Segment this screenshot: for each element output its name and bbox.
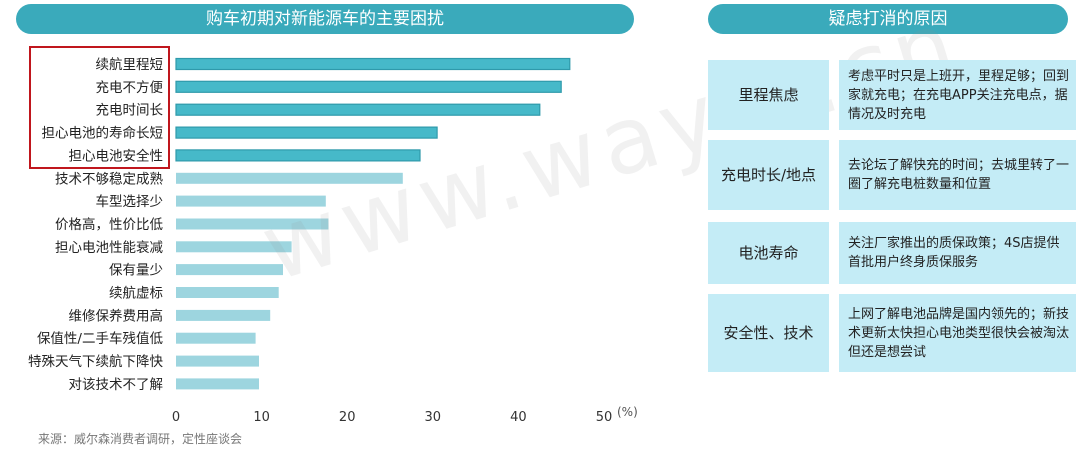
x-tick-label: 30 xyxy=(425,410,442,425)
bar xyxy=(176,218,329,230)
category-label: 车型选择少 xyxy=(96,193,164,210)
bar xyxy=(175,126,438,139)
reason-text: 上网了解电池品牌是国内领先的；新技术更新太快担心电池类型很快会被淘汰但还是想尝试 xyxy=(839,294,1076,372)
reasons-title: 疑虑打消的原因 xyxy=(708,4,1068,34)
reason-row: 安全性、技术 上网了解电池品牌是国内领先的；新技术更新太快担心电池类型很快会被淘… xyxy=(708,294,1076,372)
bar xyxy=(176,264,283,276)
x-tick-label: 10 xyxy=(253,410,270,425)
category-label: 担心电池性能衰减 xyxy=(55,239,163,256)
reason-text: 去论坛了解快充的时间；去城里转了一圈了解充电桩数量和位置 xyxy=(839,140,1076,210)
category-label: 充电时间长 xyxy=(96,103,164,119)
bar xyxy=(176,355,259,367)
reason-category: 充电时长/地点 xyxy=(708,140,829,210)
category-label: 续航虚标 xyxy=(109,286,163,302)
reason-text: 关注厂家推出的质保政策；4S店提供首批用户终身质保服务 xyxy=(839,222,1076,284)
x-tick-label: 40 xyxy=(510,410,527,425)
reason-category: 电池寿命 xyxy=(708,222,829,284)
source-note: 来源：威尔森消费者调研，定性座谈会 xyxy=(38,432,243,446)
category-label: 价格高，性价比低 xyxy=(55,216,163,233)
bar xyxy=(176,241,292,253)
category-label: 充电不方便 xyxy=(96,80,164,96)
bar-chart: 续航里程短充电不方便充电时间长担心电池的寿命长短担心电池安全性技术不够稳定成熟车… xyxy=(28,46,638,425)
x-tick-label: 0 xyxy=(172,410,180,425)
bar xyxy=(176,287,279,298)
category-label: 保值性/二手车残值低 xyxy=(37,330,164,347)
category-label: 担心电池安全性 xyxy=(69,147,164,164)
reason-row: 电池寿命 关注厂家推出的质保政策；4S店提供首批用户终身质保服务 xyxy=(708,222,1076,284)
x-tick-label: 50 xyxy=(596,410,613,425)
bar xyxy=(176,309,271,321)
reason-category: 里程焦虑 xyxy=(708,60,829,130)
category-label: 担心电池的寿命长短 xyxy=(42,125,164,142)
x-tick-label: 20 xyxy=(339,410,356,425)
bar xyxy=(176,195,326,207)
reason-row: 里程焦虑 考虑平时只是上班开，里程足够；回到家就充电；在充电APP关注充电点，据… xyxy=(708,60,1076,130)
bar xyxy=(176,172,403,184)
bar xyxy=(175,80,562,93)
category-label: 维修保养费用高 xyxy=(69,307,164,324)
reason-category: 安全性、技术 xyxy=(708,294,829,372)
category-label: 保有量少 xyxy=(109,263,163,279)
reason-row: 充电时长/地点 去论坛了解快充的时间；去城里转了一圈了解充电桩数量和位置 xyxy=(708,140,1076,210)
category-label: 特殊天气下续航下降快 xyxy=(28,354,163,370)
category-label: 对该技术不了解 xyxy=(69,377,164,393)
chart-title: 购车初期对新能源车的主要困扰 xyxy=(16,4,634,34)
bar xyxy=(175,103,541,116)
category-label: 续航里程短 xyxy=(96,57,164,73)
highlight-frame xyxy=(29,46,170,169)
bar xyxy=(175,57,571,71)
bar xyxy=(175,149,421,162)
bar xyxy=(176,332,256,344)
bar xyxy=(176,378,259,390)
category-label: 技术不够稳定成熟 xyxy=(55,171,163,187)
x-unit-label: (%) xyxy=(617,405,638,419)
reason-text: 考虑平时只是上班开，里程足够；回到家就充电；在充电APP关注充电点，据情况及时充… xyxy=(839,60,1076,130)
